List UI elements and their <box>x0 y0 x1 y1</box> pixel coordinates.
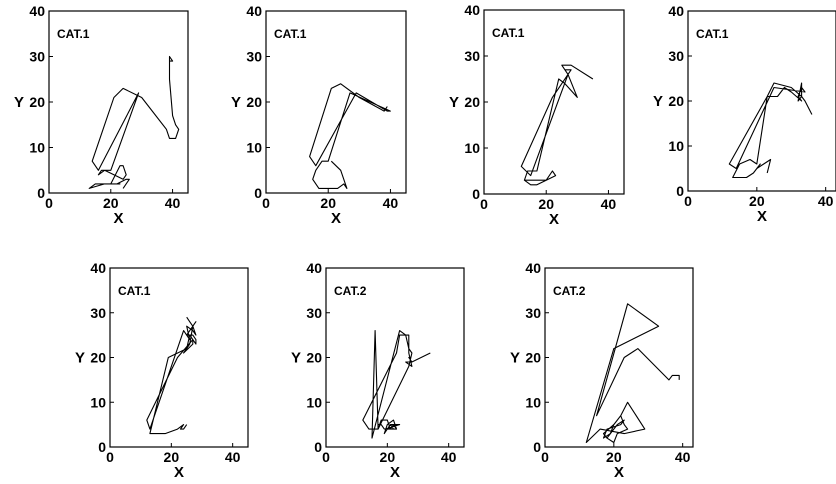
y-tick-label: 20 <box>464 94 480 110</box>
y-tick-label: 10 <box>464 140 480 156</box>
y-axis-label: Y <box>14 94 24 111</box>
panel-title: CAT.1 <box>57 27 90 41</box>
y-tick-label: 30 <box>668 48 684 64</box>
x-tick-label: 0 <box>684 193 692 209</box>
y-tick-label: 0 <box>314 439 322 455</box>
y-tick-label: 20 <box>668 93 684 109</box>
y-axis-label: Y <box>231 94 241 111</box>
x-tick-label: 40 <box>441 449 457 465</box>
trajectory-line <box>309 83 391 189</box>
plot-frame <box>48 10 189 194</box>
x-tick-label: 40 <box>383 195 399 211</box>
trajectory-line <box>728 82 813 179</box>
y-axis-label: Y <box>449 94 459 111</box>
y-axis-label: Y <box>75 350 85 367</box>
panel-title: CAT.1 <box>696 27 729 41</box>
y-tick-label: 40 <box>29 3 45 19</box>
y-tick-label: 30 <box>29 49 45 65</box>
panel-3: 0 20 40 0 10 20 30 40 X Y CAT.1 <box>449 2 625 228</box>
panel-title: CAT.2 <box>553 284 586 298</box>
trajectory-line <box>146 316 197 435</box>
y-tick-label: 30 <box>525 305 541 321</box>
x-axis-label: X <box>113 210 123 227</box>
x-axis-label: X <box>757 208 767 225</box>
panel-5: 0 20 40 0 10 20 30 40 X Y CAT.1 <box>75 260 249 481</box>
y-axis-label: Y <box>510 350 520 367</box>
x-tick-label: 0 <box>322 449 330 465</box>
x-tick-label: 20 <box>606 449 622 465</box>
y-axis-label: Y <box>291 350 301 367</box>
x-tick-label: 40 <box>225 449 241 465</box>
y-tick-label: 40 <box>306 260 322 276</box>
y-tick-label: 0 <box>533 439 541 455</box>
panel-title: CAT.1 <box>492 26 525 40</box>
x-tick-label: 40 <box>818 193 834 209</box>
panel-4: 0 20 40 0 10 20 30 40 X Y CAT.1 <box>653 3 836 225</box>
x-tick-label: 20 <box>164 449 180 465</box>
panel-2: 0 20 40 0 10 20 30 40 X Y CAT.1 <box>231 3 407 227</box>
trajectory-line <box>362 330 431 439</box>
y-tick-label: 20 <box>29 94 45 110</box>
x-tick-label: 0 <box>541 449 549 465</box>
x-tick-label: 0 <box>45 195 53 211</box>
x-tick-label: 0 <box>480 196 488 212</box>
x-axis-label: X <box>390 464 400 481</box>
panel-7: 0 20 40 0 10 20 30 40 X Y CAT.2 <box>510 260 694 481</box>
y-tick-label: 20 <box>306 350 322 366</box>
x-tick-label: 0 <box>262 195 270 211</box>
y-tick-label: 10 <box>668 138 684 154</box>
x-axis-label: X <box>614 464 624 481</box>
y-tick-label: 20 <box>246 94 262 110</box>
y-tick-label: 40 <box>668 3 684 19</box>
panel-title: CAT.1 <box>118 284 151 298</box>
panel-6: 0 20 40 0 10 20 30 40 X Y CAT.2 <box>291 260 465 481</box>
plot-frame <box>265 10 407 194</box>
x-tick-label: 40 <box>675 449 691 465</box>
y-tick-label: 40 <box>525 260 541 276</box>
y-tick-label: 0 <box>676 183 684 199</box>
y-tick-label: 30 <box>306 305 322 321</box>
y-tick-label: 0 <box>254 185 262 201</box>
x-tick-label: 20 <box>320 195 336 211</box>
x-tick-label: 40 <box>601 196 617 212</box>
x-tick-label: 20 <box>749 193 765 209</box>
x-tick-label: 40 <box>165 195 181 211</box>
plot-frame <box>483 9 625 195</box>
x-tick-label: 20 <box>103 195 119 211</box>
y-tick-label: 40 <box>464 2 480 18</box>
y-tick-label: 40 <box>246 3 262 19</box>
y-tick-label: 10 <box>90 394 106 410</box>
x-axis-label: X <box>549 211 559 228</box>
y-tick-label: 30 <box>246 49 262 65</box>
panel-title: CAT.1 <box>274 27 307 41</box>
x-tick-label: 0 <box>106 449 114 465</box>
y-tick-label: 20 <box>90 350 106 366</box>
y-tick-label: 10 <box>29 140 45 156</box>
panel-1: 0 20 40 0 10 20 30 40 X Y CAT.1 <box>14 3 189 227</box>
y-tick-label: 10 <box>306 394 322 410</box>
plot-frame <box>687 10 836 192</box>
panel-title: CAT.2 <box>334 284 367 298</box>
y-tick-label: 10 <box>525 394 541 410</box>
x-axis-label: X <box>331 210 341 227</box>
y-tick-label: 30 <box>90 305 106 321</box>
y-tick-label: 0 <box>98 439 106 455</box>
trajectory-line <box>88 55 180 189</box>
trajectory-line <box>585 303 680 444</box>
x-tick-label: 20 <box>380 449 396 465</box>
x-axis-label: X <box>174 464 184 481</box>
x-tick-label: 20 <box>538 196 554 212</box>
plot-frame <box>325 267 465 448</box>
y-axis-label: Y <box>653 93 663 110</box>
y-tick-label: 40 <box>90 260 106 276</box>
y-tick-label: 10 <box>246 140 262 156</box>
y-tick-label: 30 <box>464 48 480 64</box>
y-tick-label: 0 <box>472 186 480 202</box>
y-tick-label: 0 <box>37 185 45 201</box>
trajectory-line <box>520 64 594 186</box>
y-tick-label: 20 <box>525 350 541 366</box>
